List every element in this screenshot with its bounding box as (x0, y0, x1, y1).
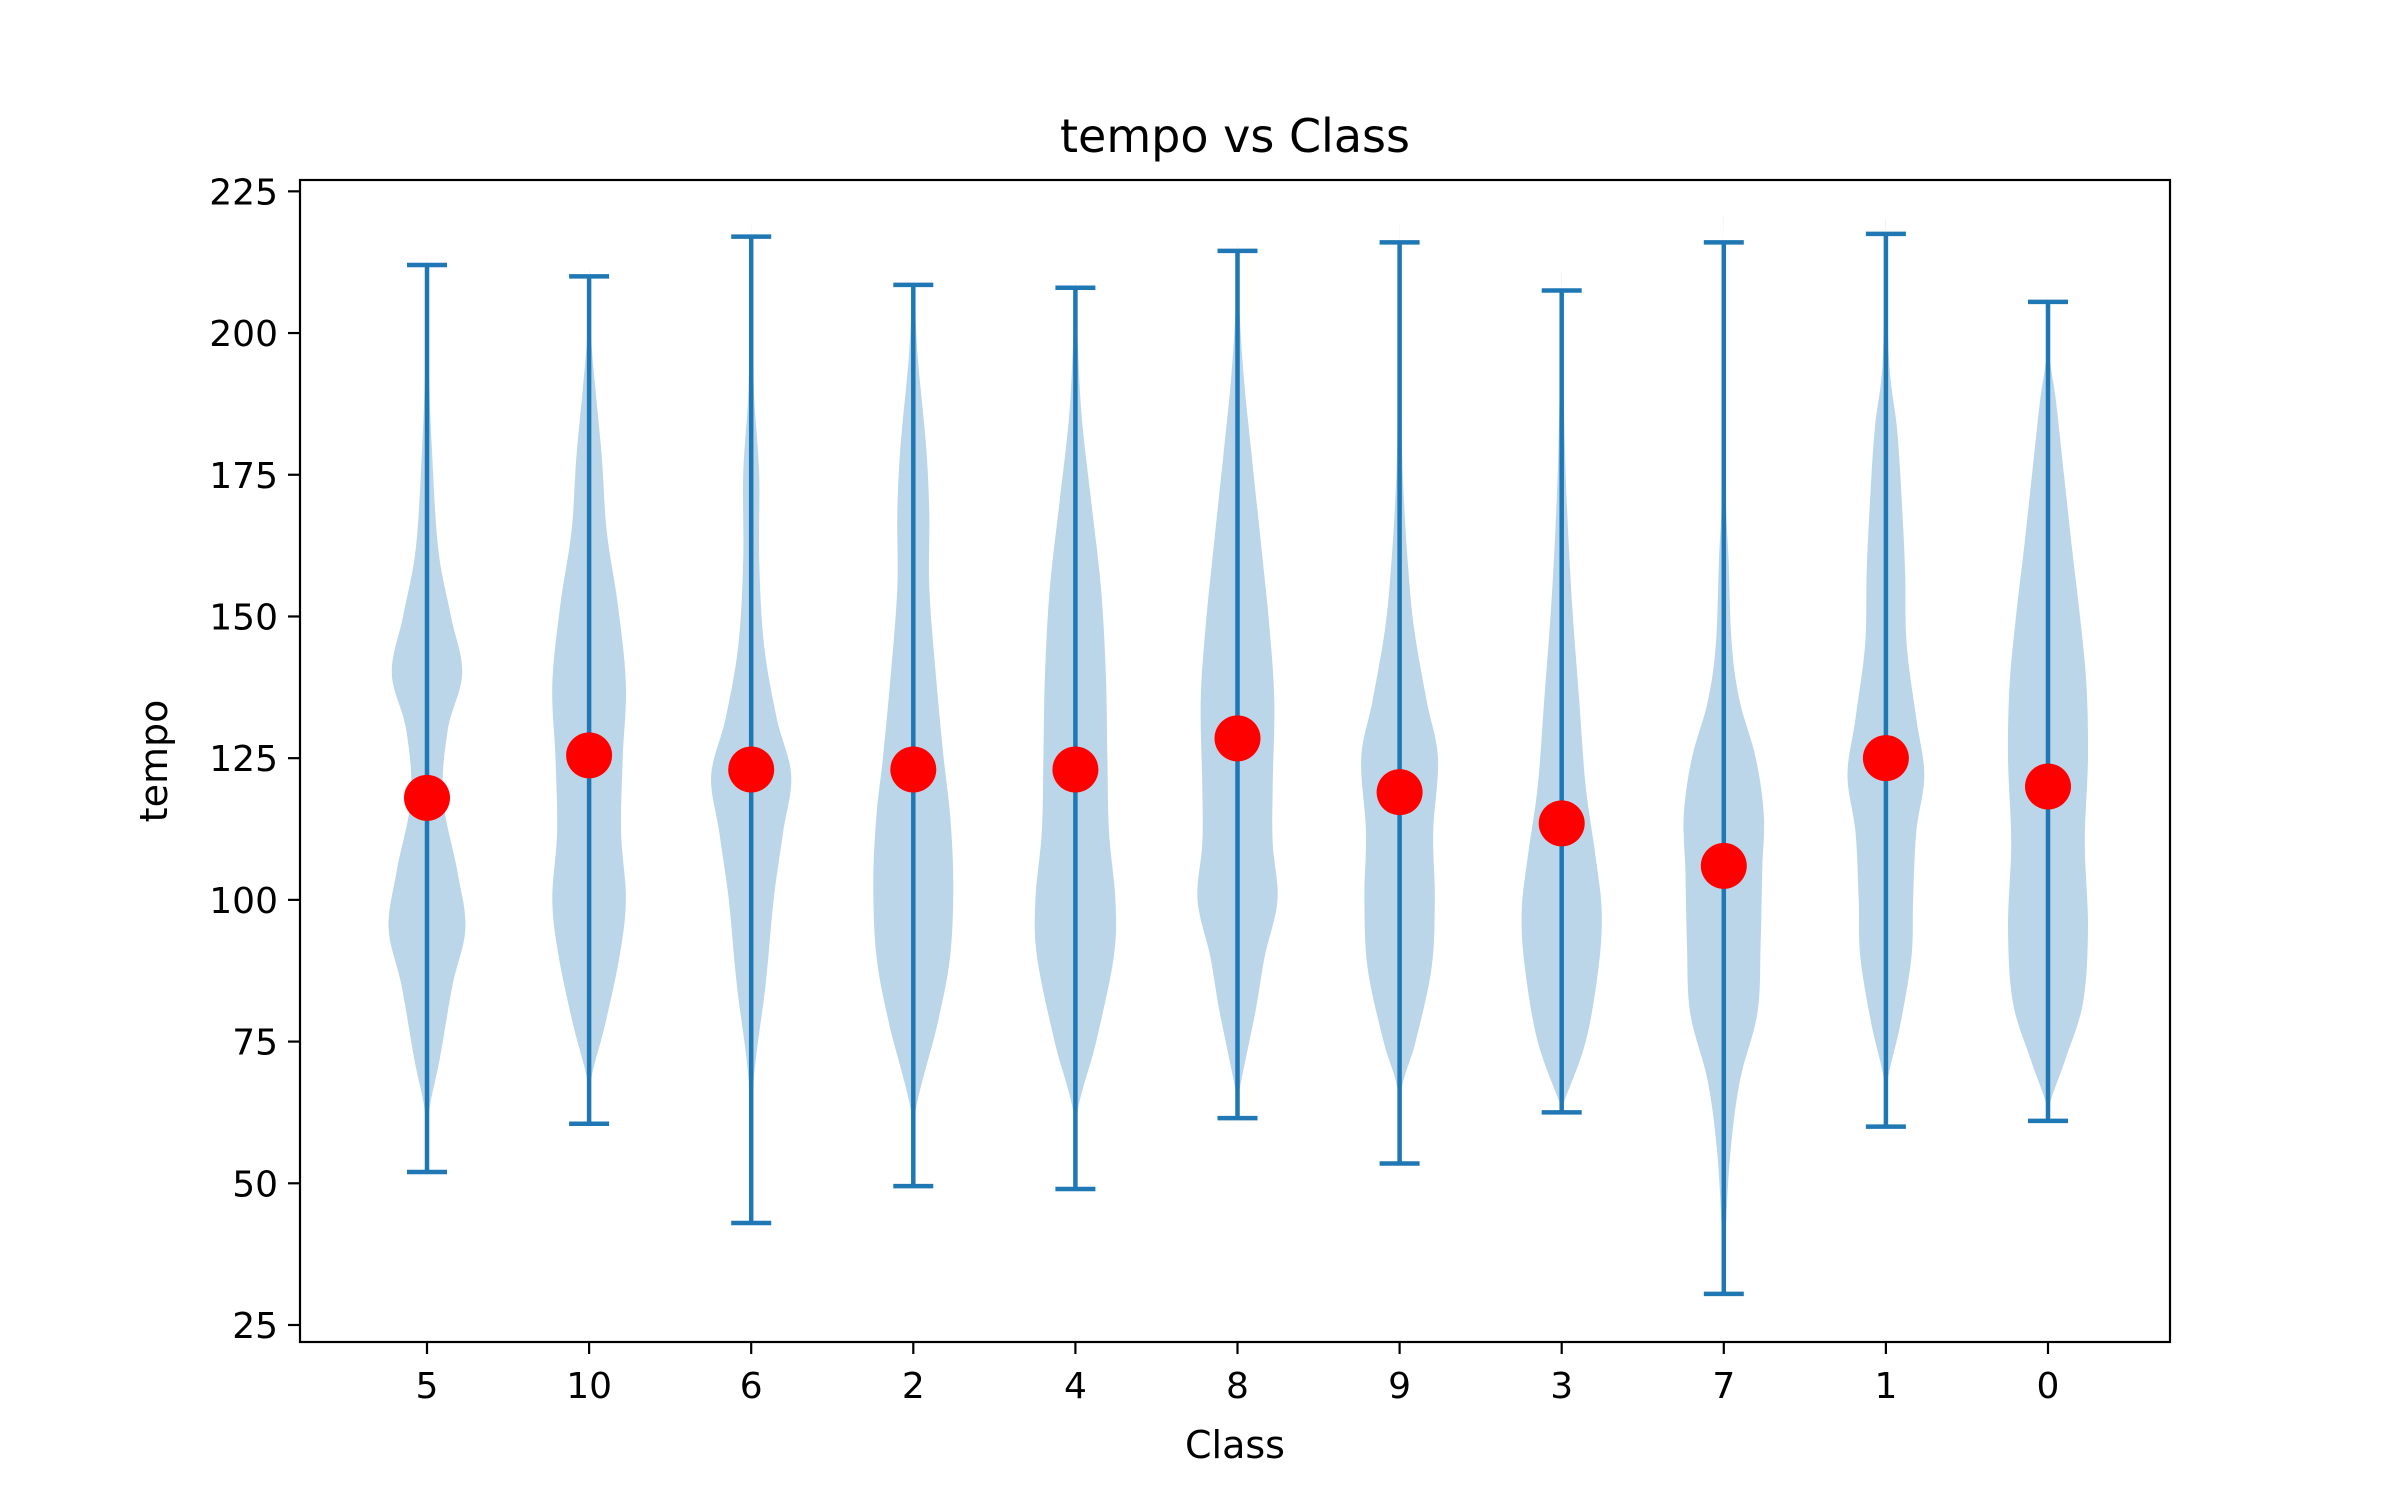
y-axis-title: tempo (132, 700, 176, 823)
violin-group (1847, 217, 1925, 1129)
y-tick-label: 225 (209, 172, 278, 213)
x-axis-ticks: 5 10 6 2 4 8 9 3 7 1 0 (416, 1342, 2060, 1407)
x-tick-label: 2 (902, 1366, 925, 1407)
mean-marker (1538, 800, 1585, 847)
mean-marker (1376, 769, 1423, 816)
x-tick-label: 4 (1064, 1366, 1087, 1407)
violin-group (2007, 295, 2089, 1124)
x-tick-label: 0 (2037, 1366, 2060, 1407)
violin-group (873, 282, 954, 1189)
violin-group (1361, 223, 1439, 1166)
violin-group (552, 269, 627, 1127)
x-axis-title: Class (1185, 1423, 1285, 1467)
mean-marker (404, 774, 450, 821)
y-tick-label: 175 (209, 456, 278, 497)
y-tick-label: 75 (232, 1023, 278, 1064)
mean-marker (1052, 746, 1099, 793)
violin-group (1683, 213, 1765, 1297)
x-tick-label: 8 (1226, 1366, 1249, 1407)
chart-title: tempo vs Class (1060, 109, 1410, 163)
y-tick-label: 100 (209, 881, 278, 922)
violin-group (1034, 280, 1117, 1192)
x-tick-label: 1 (1874, 1366, 1897, 1407)
y-axis-ticks: 25 50 75 100 125 150 175 200 225 (209, 172, 300, 1347)
violin-group (388, 253, 466, 1175)
mean-marker (1862, 735, 1909, 782)
x-tick-label: 9 (1388, 1366, 1411, 1407)
y-tick-label: 25 (232, 1306, 278, 1347)
x-tick-label: 5 (416, 1366, 439, 1407)
mean-marker (566, 732, 613, 779)
y-tick-label: 50 (232, 1164, 278, 1205)
violins-layer (388, 213, 2089, 1297)
y-tick-label: 125 (209, 739, 278, 780)
mean-marker (2025, 763, 2071, 810)
mean-marker (728, 746, 775, 793)
violin-group (1197, 244, 1278, 1121)
y-tick-label: 150 (209, 597, 278, 638)
mean-marker (1700, 842, 1747, 889)
x-tick-label: 6 (740, 1366, 763, 1407)
violin-group (1521, 271, 1602, 1115)
plot-frame (298, 178, 2172, 1344)
x-tick-label: 3 (1550, 1366, 1573, 1407)
y-tick-label: 200 (209, 314, 278, 355)
mean-marker (1214, 715, 1261, 762)
x-tick-label: 10 (566, 1366, 612, 1407)
x-tick-label: 7 (1712, 1366, 1735, 1407)
mean-marker (890, 746, 937, 793)
violin-group (711, 223, 792, 1226)
